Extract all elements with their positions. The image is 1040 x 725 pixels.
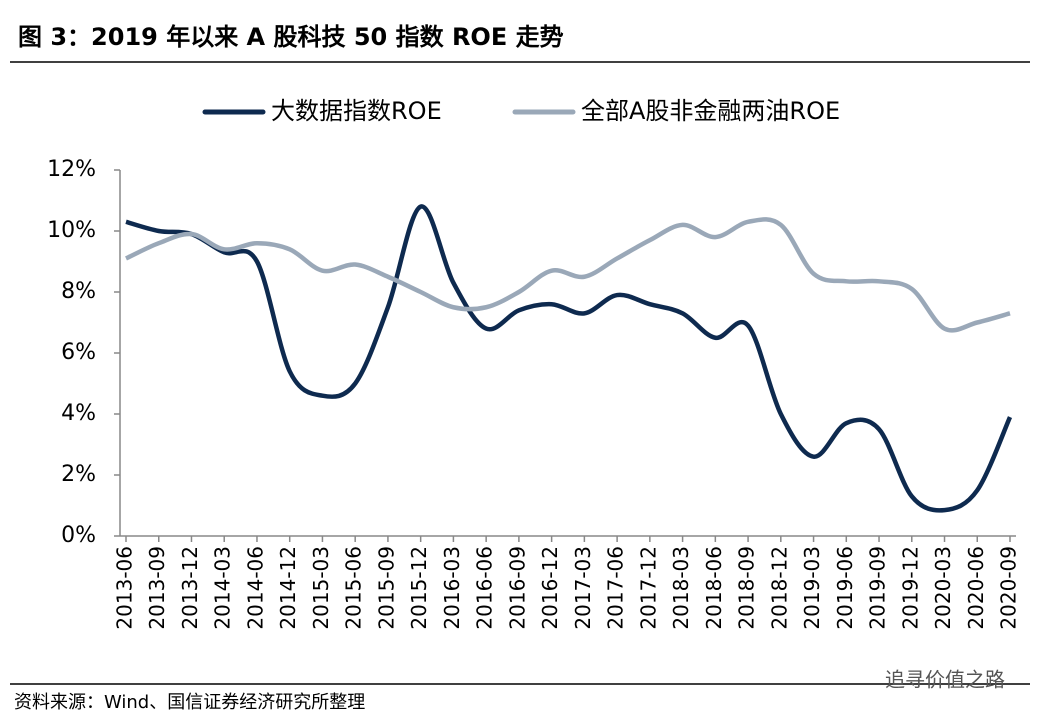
- x-tick-label: 2014-12: [276, 546, 300, 630]
- x-tick-label: 2017-06: [604, 546, 628, 630]
- x-tick-label: 2013-12: [178, 546, 202, 630]
- legend-label: 全部A股非金融两油ROE: [581, 97, 840, 125]
- x-tick-label: 2014-03: [211, 546, 235, 630]
- x-tick-label: 2018-03: [669, 546, 693, 630]
- x-tick-label: 2020-09: [997, 546, 1021, 630]
- x-tick-label: 2016-06: [473, 546, 497, 630]
- x-tick-label: 2016-03: [440, 546, 464, 630]
- y-tick-label: 12%: [47, 157, 96, 182]
- x-tick-label: 2016-12: [538, 546, 562, 630]
- x-tick-label: 2019-03: [800, 546, 824, 630]
- x-tick-label: 2019-12: [898, 546, 922, 630]
- x-tick-label: 2017-03: [571, 546, 595, 630]
- x-tick-label: 2017-12: [636, 546, 660, 630]
- x-tick-label: 2015-09: [374, 546, 398, 630]
- watermark: 追寻价值之路: [885, 668, 1005, 692]
- x-tick-label: 2016-09: [505, 546, 529, 630]
- y-tick-label: 6%: [61, 340, 96, 365]
- y-tick-label: 2%: [61, 462, 96, 487]
- legend-label: 大数据指数ROE: [271, 97, 442, 125]
- chart-title: 图 3：2019 年以来 A 股科技 50 指数 ROE 走势: [18, 23, 564, 51]
- x-tick-label: 2015-12: [407, 546, 431, 630]
- y-tick-label: 8%: [61, 279, 96, 304]
- x-tick-label: 2019-09: [866, 546, 890, 630]
- x-tick-label: 2018-09: [735, 546, 759, 630]
- x-tick-label: 2020-03: [931, 546, 955, 630]
- y-tick-label: 0%: [61, 523, 96, 548]
- x-tick-label: 2020-06: [964, 546, 988, 630]
- x-tick-label: 2018-12: [767, 546, 791, 630]
- y-tick-label: 10%: [47, 218, 96, 243]
- series-line: [125, 217, 1011, 333]
- series-line: [125, 204, 1013, 513]
- x-tick-label: 2014-06: [243, 546, 267, 630]
- x-tick-label: 2013-06: [113, 546, 137, 630]
- x-tick-label: 2015-06: [342, 546, 366, 630]
- source-note: 资料来源：Wind、国信证券经济研究所整理: [14, 692, 365, 713]
- x-tick-label: 2015-03: [309, 546, 333, 630]
- x-tick-label: 2018-06: [702, 546, 726, 630]
- y-tick-label: 4%: [61, 401, 96, 426]
- x-tick-label: 2013-09: [145, 546, 169, 630]
- x-tick-label: 2019-06: [833, 546, 857, 630]
